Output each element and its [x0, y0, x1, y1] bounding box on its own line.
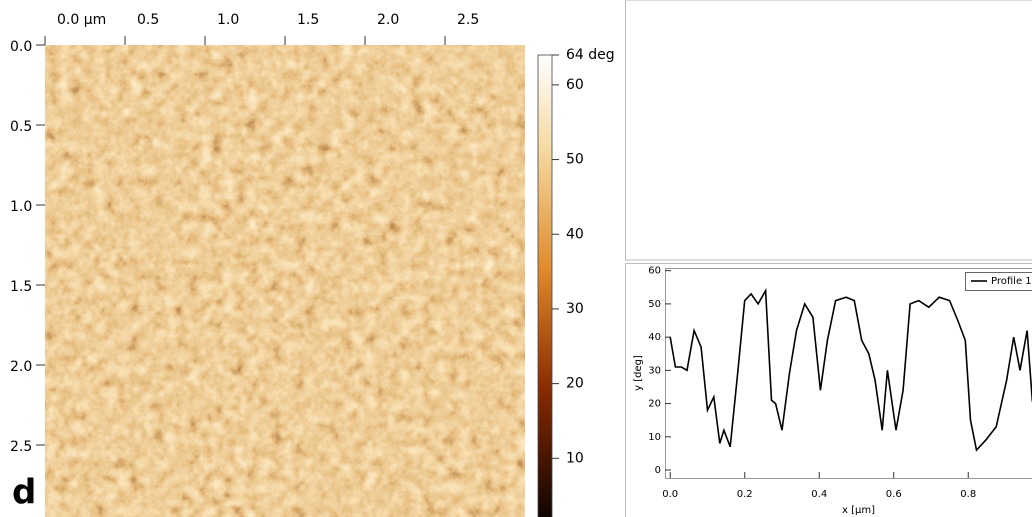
- y-tick-label: 0: [655, 465, 661, 476]
- y-tick-label: 2.5: [10, 439, 32, 455]
- y-tick-label: 50: [648, 299, 661, 310]
- x-tick-label: 1.5: [297, 12, 319, 28]
- x-tick-label: 0.2: [737, 489, 753, 500]
- y-tick-label: 20: [648, 399, 661, 410]
- x-tick-label: 0.8: [960, 489, 976, 500]
- x-tick-label: 0.6: [886, 489, 902, 500]
- panel-label: d: [12, 473, 36, 513]
- x-tick-label: 0.0 µm: [57, 12, 106, 28]
- y-tick-label: 1.0: [10, 199, 32, 215]
- y-tick-label: 60: [648, 266, 661, 277]
- legend-label: Profile 1: [991, 276, 1032, 287]
- empty-panel: [625, 0, 1032, 261]
- legend-box: [965, 272, 1032, 291]
- colorbar-label: 30: [566, 301, 584, 317]
- colorbar-label: 10: [566, 450, 584, 466]
- x-tick-label: 0.4: [811, 489, 827, 500]
- x-tick-label: 0.0: [662, 489, 678, 500]
- colorbar-label: 20: [566, 376, 584, 392]
- colorbar: [537, 54, 553, 517]
- y-tick-label: 10: [648, 432, 661, 443]
- x-tick-label: 2.0: [377, 12, 399, 28]
- colorbar-label: 64 deg: [566, 47, 615, 63]
- colorbar-label: 40: [566, 226, 584, 242]
- y-tick-label: 2.0: [10, 359, 32, 375]
- x-tick-label: 0.5: [137, 12, 159, 28]
- afm-image: [45, 45, 525, 517]
- y-axis-label: y [deg]: [633, 355, 644, 391]
- plot-area: [665, 268, 1032, 479]
- colorbar-label: 60: [566, 77, 584, 93]
- profile-line: [669, 287, 1032, 452]
- x-tick-label: 1.0: [217, 12, 239, 28]
- y-tick-label: 40: [648, 332, 661, 343]
- x-tick-label: 2.5: [457, 12, 479, 28]
- y-tick-label: 0.5: [10, 119, 32, 135]
- y-tick-label: 0.0: [10, 39, 32, 55]
- y-tick-label: 1.5: [10, 279, 32, 295]
- colorbar-label: 50: [566, 152, 584, 168]
- x-axis-label: x [µm]: [842, 505, 875, 516]
- y-tick-label: 30: [648, 365, 661, 376]
